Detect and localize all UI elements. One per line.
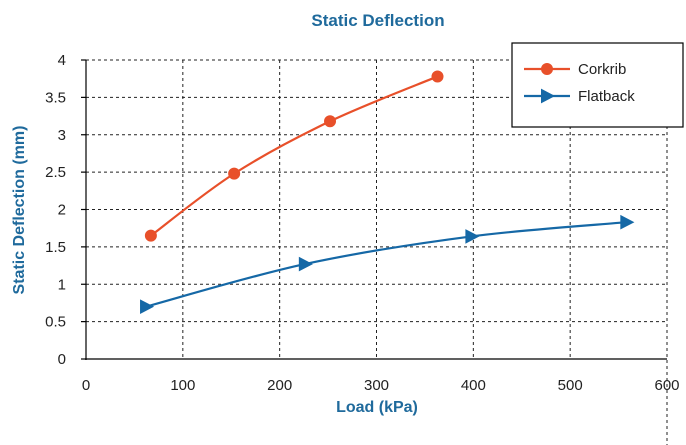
y-tick-label: 2.5 <box>45 164 66 181</box>
x-axis-title: Load (kPa) <box>336 399 418 416</box>
x-tick-label: 500 <box>558 377 583 394</box>
x-tick-label: 0 <box>82 377 90 394</box>
y-tick-label: 0.5 <box>45 314 66 331</box>
corkrib-line <box>150 75 438 237</box>
y-tick-label: 0 <box>58 351 66 368</box>
legend-marker-corkrib <box>541 63 553 75</box>
x-tick-label: 300 <box>364 377 389 394</box>
x-tick-labels: 0 100 200 300 400 500 600 <box>82 377 680 394</box>
series-corkrib <box>144 70 444 242</box>
flatback-point <box>298 256 313 272</box>
x-tick-label: 200 <box>267 377 292 394</box>
y-tick-labels: 0 0.5 1 1.5 2 2.5 3 3.5 4 <box>45 52 66 368</box>
corkrib-point <box>324 115 337 128</box>
legend-box <box>511 42 684 128</box>
legend-label-flatback: Flatback <box>578 88 635 105</box>
corkrib-point <box>431 70 444 83</box>
y-axis-title: Static Deflection (mm) <box>11 126 28 295</box>
y-tick-label: 1.5 <box>45 239 66 256</box>
y-tick-label: 3.5 <box>45 89 66 106</box>
corkrib-point <box>228 167 241 180</box>
chart-title: Static Deflection <box>311 11 444 30</box>
flatback-line <box>145 221 627 308</box>
y-tick-label: 3 <box>58 127 66 144</box>
legend: Corkrib Flatback <box>511 42 684 128</box>
y-tick-label: 2 <box>58 202 66 219</box>
corkrib-point <box>144 229 157 242</box>
legend-label-corkrib: Corkrib <box>578 61 626 78</box>
flatback-point <box>465 229 480 244</box>
flatback-point <box>620 214 635 230</box>
series-layer <box>140 70 635 314</box>
y-tick-label: 4 <box>58 52 66 69</box>
y-tick-label: 1 <box>58 276 66 293</box>
x-tick-label: 400 <box>461 377 486 394</box>
x-tick-label: 100 <box>170 377 195 394</box>
flatback-point <box>140 299 155 314</box>
axes <box>81 59 667 360</box>
series-flatback <box>140 214 635 314</box>
x-tick-label: 600 <box>654 377 679 394</box>
legend-marker-flatback <box>541 88 556 104</box>
